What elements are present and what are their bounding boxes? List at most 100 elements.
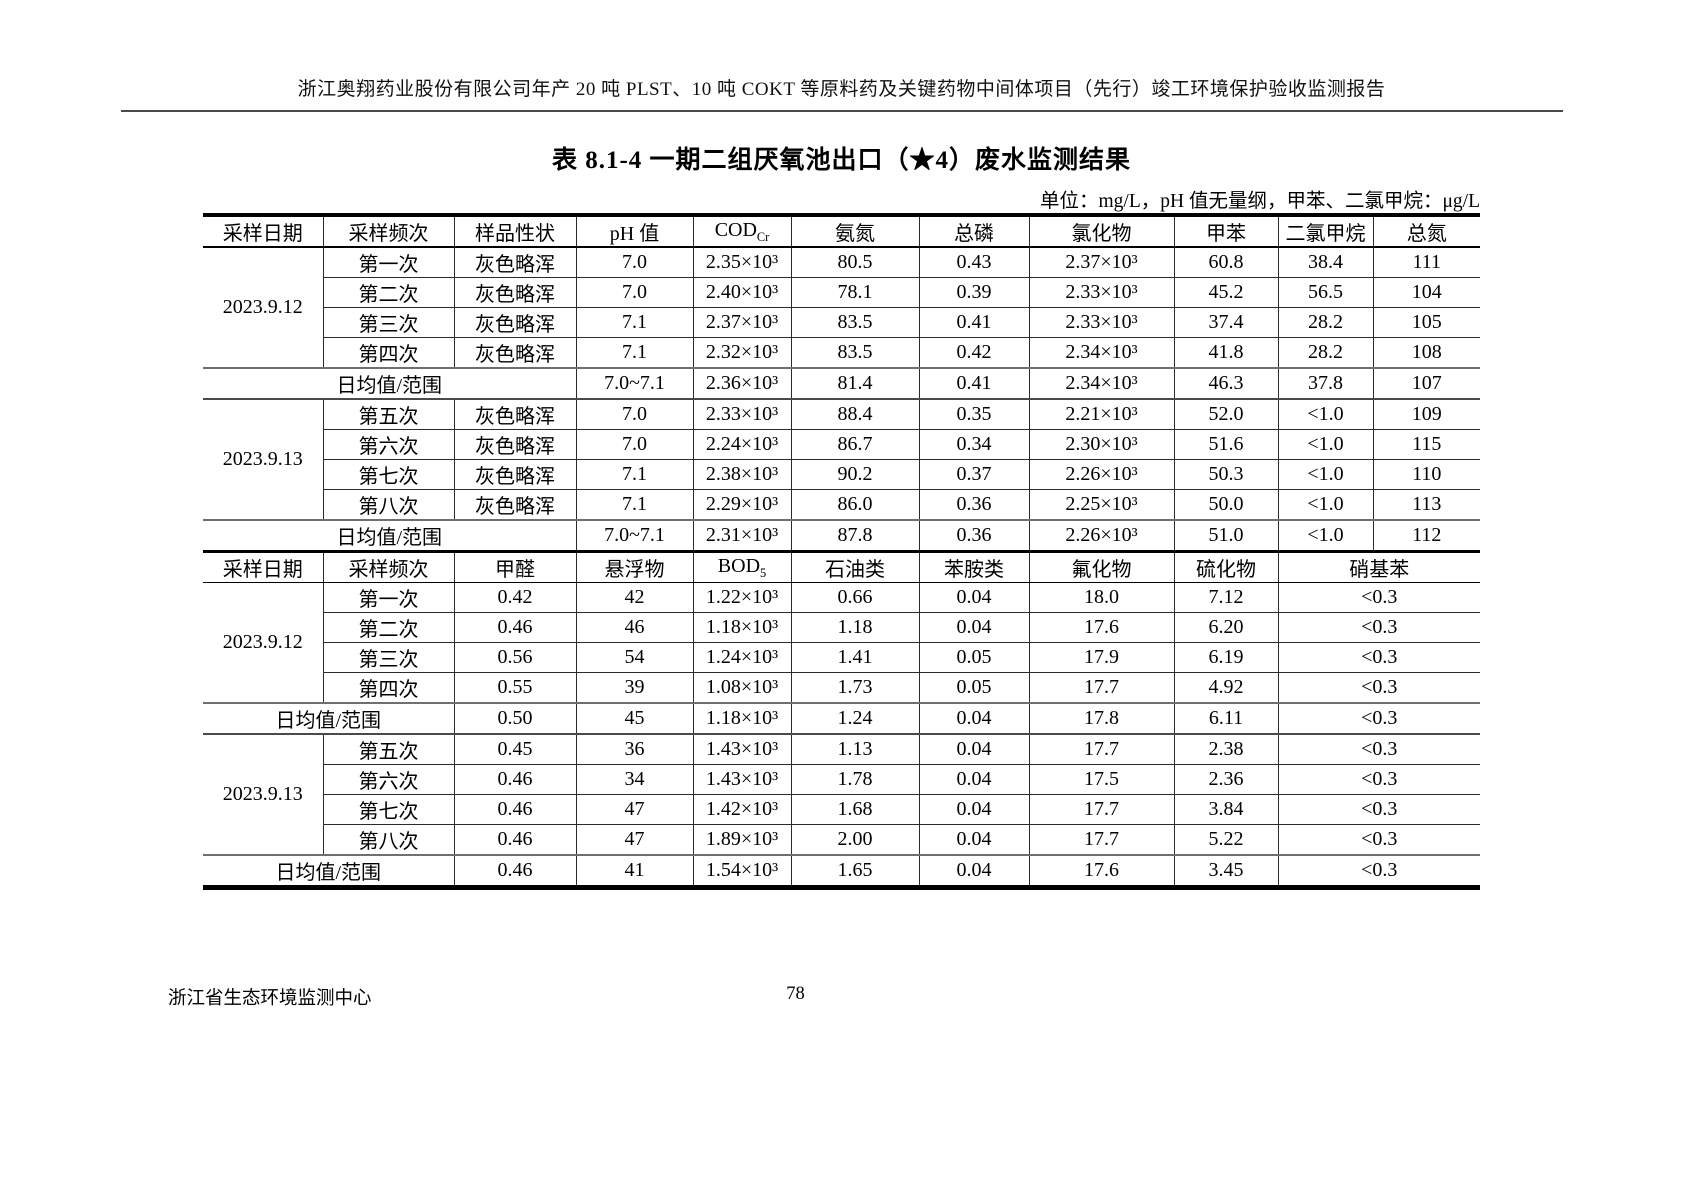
table-cell: 3.45 [1173,854,1279,890]
table-cell: 2.37×10³ [692,307,792,338]
date-cell: 2023.9.12 [203,246,324,369]
table-cell: 灰色略浑 [453,429,577,460]
table-cell: 2.25×10³ [1028,489,1175,521]
table-cell: 7.0 [575,246,694,278]
table-cell: 111 [1372,246,1480,278]
table-row: 采样日期 采样频次 样品性状 pH 值 CODCr 氨氮 总磷 氯化物 甲苯 二氯甲烷 总氮 [203,213,1480,248]
table-cell: 7.0 [575,398,694,430]
table-cell: 2.00 [790,824,920,856]
table-row: 第八次 0.46 47 1.89×10³ 2.00 0.04 17.7 5.22 <0.3 [203,824,1480,856]
table-cell: 42 [575,582,694,613]
col-header-suspended-solids: 悬浮物 [575,550,694,583]
table-title: 表 8.1-4 一期二组厌氧池出口（★4）废水监测结果 [551,147,1132,174]
table-cell: 17.6 [1028,854,1175,890]
table-cell: 37.8 [1277,367,1374,400]
table-cell: 17.8 [1028,702,1175,735]
table-cell: 115 [1372,429,1480,460]
table-cell: 39 [575,672,694,704]
table-cell: 78.1 [790,277,920,308]
table-row: 采样日期 采样频次 甲醛 悬浮物 BOD5 石油类 苯胺类 氟化物 硫化物 硝基苯 [203,550,1480,583]
table-cell: 0.04 [918,702,1030,735]
table-cell: 1.43×10³ [692,733,792,765]
table-cell: 第四次 [322,672,455,704]
table-row: 第三次 0.56 54 1.24×10³ 1.41 0.05 17.9 6.19 <0.3 [203,642,1480,673]
table-cell: 28.2 [1277,337,1374,369]
table-cell: 4.92 [1173,672,1279,704]
table-cell: 0.36 [918,489,1030,521]
table-cell: 2.26×10³ [1028,459,1175,490]
col-header-chloride: 氯化物 [1028,213,1175,248]
col-header-ph: pH 值 [575,213,694,248]
subscript: Cr [756,229,770,244]
table-cell: 56.5 [1277,277,1374,308]
table-cell: 1.65 [790,854,920,890]
table-cell: 110 [1372,459,1480,490]
unit-note: 单位：mg/L，pH 值无量纲，甲苯、二氯甲烷：μg/L [1040,191,1480,212]
table-cell: 第六次 [322,429,455,460]
col-header-toluene: 甲苯 [1173,213,1279,248]
table-cell: 52.0 [1173,398,1279,430]
table-cell: 112 [1372,519,1480,553]
table-cell: 7.0 [575,429,694,460]
avg-label-cell: 日均值/范围 [203,367,577,400]
table-cell: 0.36 [918,519,1030,553]
table-cell: 0.04 [918,612,1030,643]
table-cell: 0.43 [918,246,1030,278]
table-cell: 113 [1372,489,1480,521]
table-cell: 51.0 [1173,519,1279,553]
table-cell: 0.46 [453,612,577,643]
table-cell: 1.43×10³ [692,764,792,795]
table-cell: 第八次 [322,824,455,856]
table-cell: 5.22 [1173,824,1279,856]
table-cell: 2.38 [1173,733,1279,765]
table-row: 第二次 0.46 46 1.18×10³ 1.18 0.04 17.6 6.20 <0.3 [203,612,1480,643]
table-cell: <0.3 [1277,854,1480,890]
table-cell: 1.24×10³ [692,642,792,673]
table-cell: 0.04 [918,824,1030,856]
col-header-sample-frequency: 采样频次 [322,213,455,248]
table-cell: 2.38×10³ [692,459,792,490]
table-cell: 0.46 [453,764,577,795]
table-cell: 41.8 [1173,337,1279,369]
table-cell: 1.42×10³ [692,794,792,825]
table-cell: 6.20 [1173,612,1279,643]
table-cell: 0.46 [453,824,577,856]
table-cell: 2.30×10³ [1028,429,1175,460]
table-cell: 108 [1372,337,1480,369]
table-row: 日均值/范围 7.0~7.1 2.31×10³ 87.8 0.36 2.26×10³ 51.… [203,519,1480,553]
table-cell: 1.73 [790,672,920,704]
table-cell: 灰色略浑 [453,277,577,308]
date-cell: 2023.9.13 [203,398,324,521]
table-cell: 1.18×10³ [692,612,792,643]
table-cell: 7.1 [575,337,694,369]
monitoring-table: 采样日期 采样频次 样品性状 pH 值 CODCr 氨氮 总磷 氯化物 甲苯 二氯甲烷 总氮 2023… [203,213,1480,890]
table-cell: 2.36×10³ [692,367,792,400]
col-header-sample-character: 样品性状 [453,213,577,248]
table-cell: 2.24×10³ [692,429,792,460]
table-cell: <0.3 [1277,672,1480,704]
table-cell: 第七次 [322,794,455,825]
table-cell: 1.13 [790,733,920,765]
col-header-aniline: 苯胺类 [918,550,1030,583]
table-row: 日均值/范围 7.0~7.1 2.36×10³ 81.4 0.41 2.34×10³ 46.… [203,367,1480,400]
table-cell: 0.42 [918,337,1030,369]
table-row: 第六次 0.46 34 1.43×10³ 1.78 0.04 17.5 2.36 <0.3 [203,764,1480,795]
table-cell: 0.04 [918,764,1030,795]
table-cell: 17.7 [1028,794,1175,825]
table-cell: 灰色略浑 [453,246,577,278]
table-cell: 第一次 [322,582,455,613]
col-header-petroleum: 石油类 [790,550,920,583]
table-cell: <0.3 [1277,824,1480,856]
table-cell: 7.1 [575,307,694,338]
table-cell: 18.0 [1028,582,1175,613]
table-cell: <0.3 [1277,642,1480,673]
table-row: 2023.9.13 第五次 灰色略浑 7.0 2.33×10³ 88.4 0.35 2.21×… [203,398,1480,521]
table-cell: 50.3 [1173,459,1279,490]
avg-label-cell: 日均值/范围 [203,519,577,553]
table-cell: 41 [575,854,694,890]
table-cell: 7.1 [575,489,694,521]
table-cell: 37.4 [1173,307,1279,338]
table-cell: 0.45 [453,733,577,765]
table-cell: 灰色略浑 [453,337,577,369]
table-cell: 17.9 [1028,642,1175,673]
